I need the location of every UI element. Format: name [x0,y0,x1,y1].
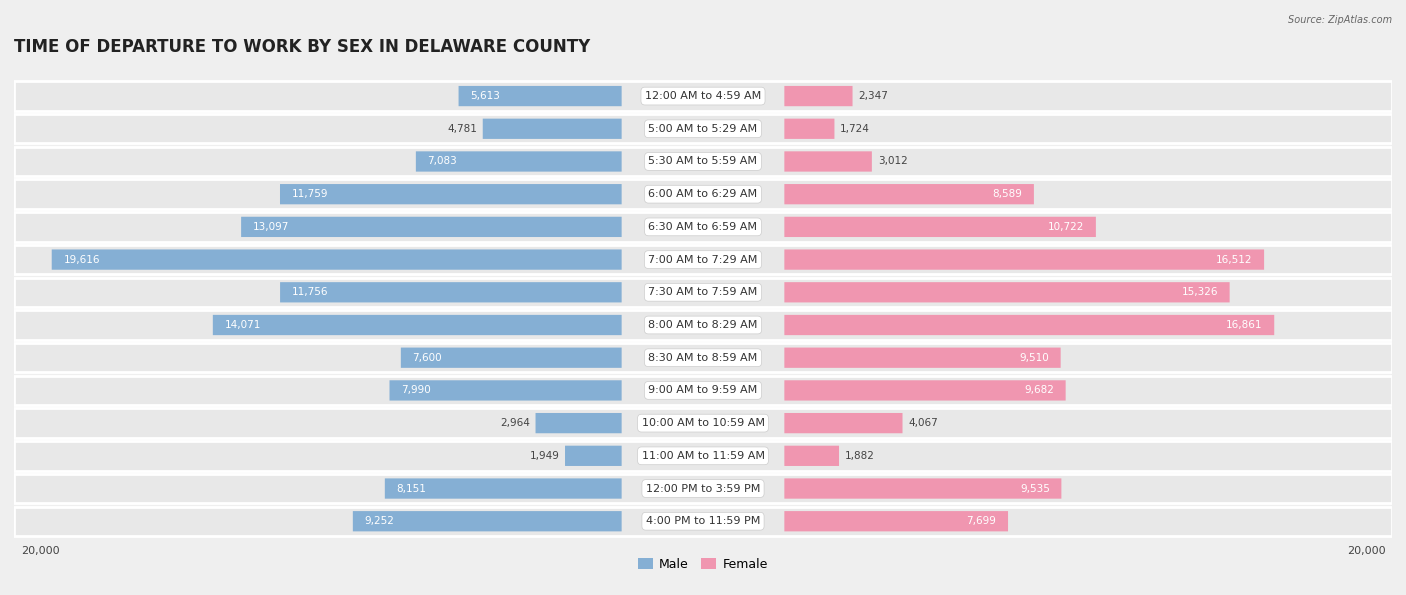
Text: 8,151: 8,151 [396,484,426,493]
FancyBboxPatch shape [280,282,621,302]
Bar [14,278,1392,307]
Text: 9,252: 9,252 [364,516,394,526]
Text: 5:00 AM to 5:29 AM: 5:00 AM to 5:29 AM [648,124,758,134]
Bar [14,506,1392,536]
Text: 4,067: 4,067 [908,418,938,428]
FancyBboxPatch shape [240,217,621,237]
Text: 6:30 AM to 6:59 AM: 6:30 AM to 6:59 AM [648,222,758,232]
Text: TIME OF DEPARTURE TO WORK BY SEX IN DELAWARE COUNTY: TIME OF DEPARTURE TO WORK BY SEX IN DELA… [14,38,591,56]
FancyBboxPatch shape [385,478,621,499]
FancyBboxPatch shape [565,446,621,466]
FancyBboxPatch shape [353,511,621,531]
Text: 5,613: 5,613 [470,91,501,101]
FancyBboxPatch shape [52,249,621,270]
Text: 8:00 AM to 8:29 AM: 8:00 AM to 8:29 AM [648,320,758,330]
Bar [14,82,1392,111]
FancyBboxPatch shape [280,184,621,204]
Text: 7,083: 7,083 [427,156,457,167]
Text: 6:00 AM to 6:29 AM: 6:00 AM to 6:29 AM [648,189,758,199]
FancyBboxPatch shape [785,118,834,139]
FancyBboxPatch shape [785,249,1264,270]
Text: 12:00 PM to 3:59 PM: 12:00 PM to 3:59 PM [645,484,761,493]
FancyBboxPatch shape [401,347,621,368]
Text: 7,990: 7,990 [401,386,430,396]
Legend: Male, Female: Male, Female [633,553,773,576]
Text: 11,759: 11,759 [291,189,328,199]
Bar [14,180,1392,209]
FancyBboxPatch shape [785,315,1274,335]
Text: 11,756: 11,756 [291,287,328,298]
Text: Source: ZipAtlas.com: Source: ZipAtlas.com [1288,15,1392,25]
Text: 12:00 AM to 4:59 AM: 12:00 AM to 4:59 AM [645,91,761,101]
FancyBboxPatch shape [536,413,621,433]
FancyBboxPatch shape [785,86,852,106]
Text: 14,071: 14,071 [225,320,262,330]
FancyBboxPatch shape [785,151,872,171]
Text: 1,724: 1,724 [841,124,870,134]
Text: 8,589: 8,589 [993,189,1022,199]
Bar [14,147,1392,176]
Text: 20,000: 20,000 [21,546,59,556]
Text: 8:30 AM to 8:59 AM: 8:30 AM to 8:59 AM [648,353,758,363]
FancyBboxPatch shape [389,380,621,400]
Text: 19,616: 19,616 [63,255,100,265]
Text: 11:00 AM to 11:59 AM: 11:00 AM to 11:59 AM [641,451,765,461]
Text: 7:00 AM to 7:29 AM: 7:00 AM to 7:29 AM [648,255,758,265]
Text: 13,097: 13,097 [253,222,290,232]
FancyBboxPatch shape [785,511,1008,531]
FancyBboxPatch shape [785,478,1062,499]
Bar [14,114,1392,143]
Bar [14,212,1392,242]
Text: 10:00 AM to 10:59 AM: 10:00 AM to 10:59 AM [641,418,765,428]
Text: 1,882: 1,882 [845,451,875,461]
Text: 4:00 PM to 11:59 PM: 4:00 PM to 11:59 PM [645,516,761,526]
Text: 2,964: 2,964 [501,418,530,428]
FancyBboxPatch shape [416,151,621,171]
Text: 16,512: 16,512 [1216,255,1253,265]
Text: 15,326: 15,326 [1181,287,1218,298]
Text: 20,000: 20,000 [1347,546,1385,556]
FancyBboxPatch shape [458,86,621,106]
Text: 4,781: 4,781 [447,124,477,134]
Text: 7:30 AM to 7:59 AM: 7:30 AM to 7:59 AM [648,287,758,298]
FancyBboxPatch shape [785,184,1033,204]
Bar [14,441,1392,471]
Text: 7,699: 7,699 [966,516,997,526]
FancyBboxPatch shape [482,118,621,139]
FancyBboxPatch shape [785,217,1095,237]
FancyBboxPatch shape [785,347,1060,368]
Text: 7,600: 7,600 [412,353,441,363]
FancyBboxPatch shape [785,380,1066,400]
Text: 16,861: 16,861 [1226,320,1263,330]
Bar [14,310,1392,340]
Text: 5:30 AM to 5:59 AM: 5:30 AM to 5:59 AM [648,156,758,167]
Text: 9,510: 9,510 [1019,353,1049,363]
Bar [14,245,1392,274]
Text: 9,535: 9,535 [1019,484,1050,493]
Bar [14,474,1392,503]
FancyBboxPatch shape [785,446,839,466]
Text: 3,012: 3,012 [877,156,907,167]
FancyBboxPatch shape [785,413,903,433]
Text: 9,682: 9,682 [1024,386,1054,396]
FancyBboxPatch shape [785,282,1230,302]
FancyBboxPatch shape [212,315,621,335]
Text: 1,949: 1,949 [529,451,560,461]
Text: 10,722: 10,722 [1047,222,1084,232]
Bar [14,375,1392,405]
Bar [14,408,1392,438]
Text: 2,347: 2,347 [858,91,889,101]
Bar [14,343,1392,372]
Text: 9:00 AM to 9:59 AM: 9:00 AM to 9:59 AM [648,386,758,396]
